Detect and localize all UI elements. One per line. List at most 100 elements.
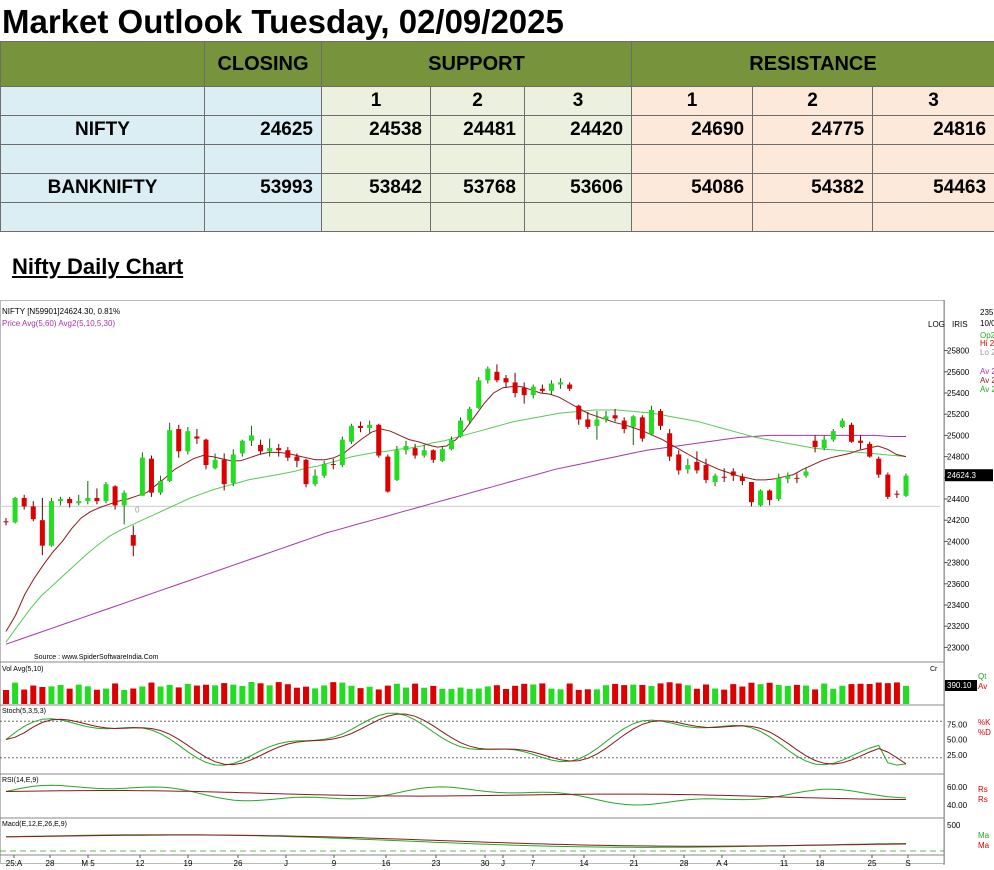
y-tick-label: 23200 <box>947 622 970 631</box>
volume-bar <box>603 685 609 704</box>
support-value: 53842 <box>321 173 431 203</box>
candle-body <box>285 450 291 458</box>
volume-bar <box>103 688 109 704</box>
table-cell <box>321 202 431 232</box>
candle-body <box>158 480 164 493</box>
y-tick-label: 25400 <box>947 389 970 398</box>
candle-body <box>821 439 827 449</box>
support-value: 53606 <box>523 173 633 203</box>
table-cell <box>872 202 994 232</box>
support-value: 24420 <box>523 115 633 145</box>
x-tick-label: 11 <box>780 859 789 868</box>
resistance-value: 24816 <box>872 115 994 145</box>
candle-body <box>121 492 127 506</box>
volume-bar <box>3 690 9 704</box>
volume-bar <box>575 689 582 704</box>
right-legend-label: Av 2 <box>980 367 994 376</box>
table-cell <box>631 144 754 174</box>
x-tick-label: J <box>501 859 505 868</box>
x-tick-label: A 4 <box>716 859 728 868</box>
resistance-value: 54463 <box>872 173 994 203</box>
candle-body <box>339 439 345 466</box>
x-tick-label: J <box>284 859 288 868</box>
volume-value-label: 390.10 <box>947 681 972 690</box>
candle-body <box>85 497 91 502</box>
zero-marker: 0 <box>135 505 140 514</box>
table-cell <box>631 202 754 232</box>
candle-body <box>894 493 900 495</box>
x-tick-label: 26 <box>234 859 243 868</box>
y-tick-label: 23600 <box>947 580 970 589</box>
levels-table: CLOSING SUPPORT RESISTANCE 1 2 3 1 2 3 N… <box>0 41 994 232</box>
table-cell <box>523 144 633 174</box>
candle-body <box>421 450 427 456</box>
stoch-panel-label: Stoch(5,3,5,3) <box>2 708 46 715</box>
volume-bar <box>212 685 219 704</box>
volume-bar <box>293 687 300 704</box>
volume-bar <box>521 683 528 704</box>
candle-body <box>376 424 382 456</box>
table-cell <box>872 144 994 174</box>
x-tick-label: 30 <box>481 859 490 868</box>
volume-bar <box>412 683 419 704</box>
row-name: BANKNIFTY <box>0 173 205 203</box>
candle-body <box>739 476 745 481</box>
y-tick-label: 25000 <box>947 431 970 440</box>
volume-bar <box>230 684 237 704</box>
volume-bar <box>303 686 309 704</box>
stoch-tick-label: 25.00 <box>947 751 968 760</box>
ma-mid-line <box>5 409 907 643</box>
volume-bar <box>257 683 264 704</box>
header-closing: CLOSING <box>204 41 322 87</box>
stoch-tick-label: 75.00 <box>947 720 968 729</box>
volume-right-label: Av <box>978 682 987 691</box>
resistance-value: 24690 <box>631 115 754 145</box>
y-tick-label: 24000 <box>947 537 970 546</box>
volume-bar <box>757 684 764 704</box>
candle-body <box>612 415 618 419</box>
rsi-line <box>5 784 907 806</box>
resistance-level-number: 1 <box>631 86 754 116</box>
candle-body <box>903 475 909 496</box>
resistance-value: 54086 <box>631 173 754 203</box>
table-cell <box>430 202 525 232</box>
right-legend-label: 235 <box>980 308 994 317</box>
volume-bar <box>239 685 246 704</box>
volume-bar <box>812 689 819 704</box>
candle-body <box>294 456 300 461</box>
candle-body <box>312 475 318 485</box>
candle-body <box>830 431 836 440</box>
volume-bar <box>348 685 355 704</box>
candle-body <box>303 459 309 485</box>
x-tick-label: 12 <box>136 859 145 868</box>
resistance-level-number: 3 <box>872 86 994 116</box>
volume-top-label: Cr <box>930 666 938 673</box>
candle-body <box>21 497 27 507</box>
volume-bar <box>12 682 19 704</box>
candle-body <box>858 440 864 443</box>
candle-body <box>676 454 682 471</box>
volume-bar <box>721 689 728 704</box>
volume-bar <box>503 688 509 704</box>
chart-subtitle: Nifty Daily Chart <box>12 254 184 279</box>
candle-body <box>848 424 854 442</box>
volume-bar <box>21 689 28 704</box>
candle-body <box>203 439 209 466</box>
table-cell <box>204 86 322 116</box>
x-tick-label: 25:A <box>6 859 23 868</box>
candle-body <box>703 465 709 480</box>
volume-right-label: Qt <box>978 672 987 681</box>
volume-bar <box>839 685 846 704</box>
macd-signal-line <box>5 834 907 847</box>
candle-body <box>194 436 200 439</box>
support-level-number: 1 <box>321 86 431 116</box>
volume-bar <box>875 682 882 704</box>
candle-body <box>330 464 336 466</box>
right-legend-label: Av 2 <box>980 376 994 385</box>
volume-bar <box>657 683 664 704</box>
right-legend-label: Av 2 <box>980 385 994 394</box>
resistance-level-number: 2 <box>752 86 874 116</box>
candle-body <box>185 431 191 452</box>
candle-body <box>721 476 727 478</box>
candle-body <box>212 459 218 469</box>
